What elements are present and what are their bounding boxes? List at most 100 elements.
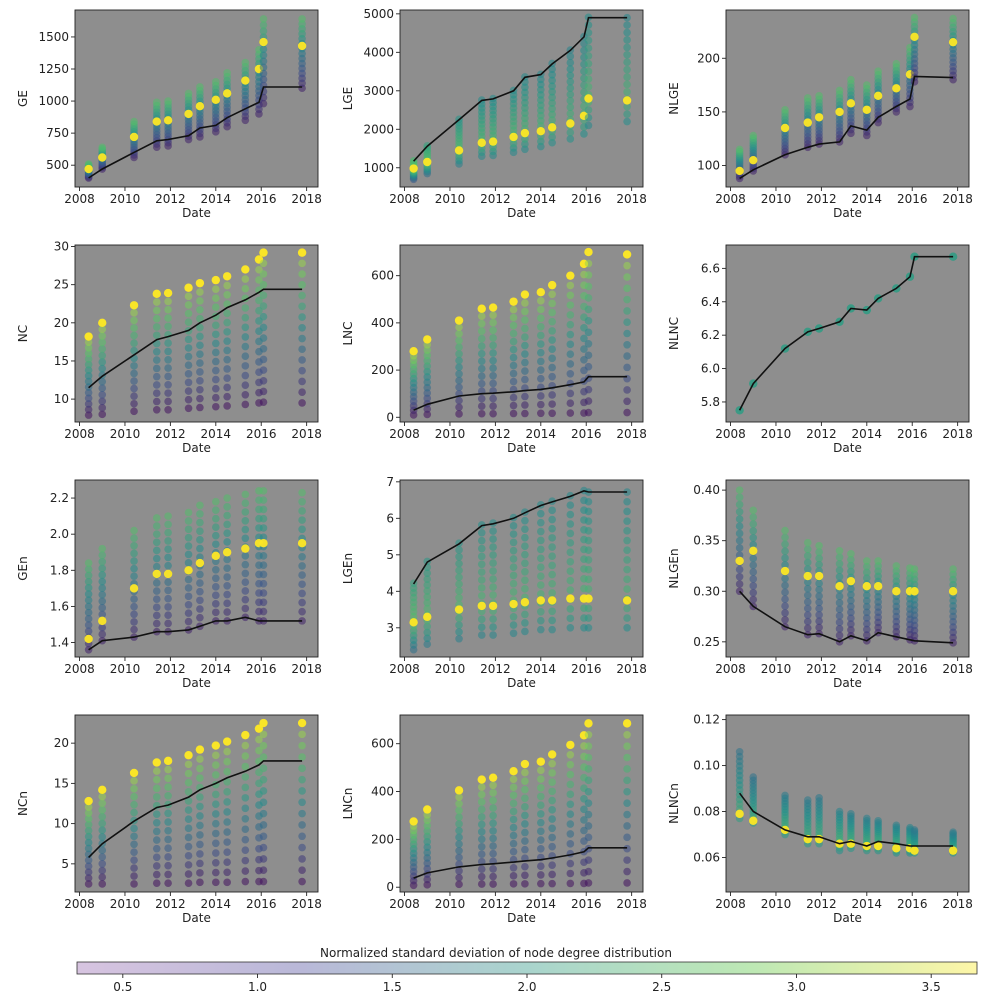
x-tick-label: 2008 bbox=[715, 427, 746, 441]
data-point bbox=[548, 65, 556, 73]
x-tick-label: 2010 bbox=[110, 662, 141, 676]
panel-ncn: 2008 2010 2012 2014 2016 2018 Date 5 10 15 20 NCn bbox=[16, 714, 322, 925]
x-tick-label: 2016 bbox=[246, 427, 277, 441]
colorbar-tick-label: 1.5 bbox=[383, 980, 402, 994]
data-point bbox=[749, 773, 758, 781]
data-point bbox=[164, 528, 172, 537]
data-point bbox=[241, 499, 250, 508]
plot-frame bbox=[725, 9, 970, 188]
data-point bbox=[874, 67, 882, 75]
data-point bbox=[548, 110, 556, 119]
y-tick-label: 2.0 bbox=[50, 527, 69, 541]
data-point bbox=[521, 350, 529, 358]
data-point bbox=[566, 557, 575, 566]
data-point bbox=[815, 793, 823, 802]
data-point bbox=[623, 284, 631, 293]
data-point bbox=[241, 275, 250, 283]
data-point-max bbox=[892, 844, 901, 853]
data-point bbox=[164, 594, 172, 603]
data-point bbox=[455, 410, 463, 418]
y-tick-label: 4000 bbox=[363, 45, 394, 59]
data-point bbox=[259, 741, 268, 750]
data-point-max bbox=[84, 164, 93, 174]
data-point bbox=[521, 576, 529, 585]
data-point bbox=[477, 409, 486, 418]
data-point bbox=[892, 59, 901, 68]
data-point bbox=[835, 807, 844, 816]
data-point bbox=[949, 639, 957, 647]
data-point bbox=[152, 381, 161, 389]
data-point bbox=[423, 367, 432, 376]
data-point-max bbox=[520, 128, 530, 138]
data-point bbox=[566, 97, 575, 105]
x-tick-label: 2014 bbox=[201, 897, 232, 911]
data-point bbox=[455, 546, 463, 554]
data-point bbox=[184, 533, 193, 542]
data-point bbox=[130, 824, 138, 833]
data-point bbox=[815, 554, 823, 563]
data-point bbox=[84, 377, 93, 386]
data-point bbox=[580, 334, 588, 343]
x-tick-label: 2014 bbox=[201, 662, 232, 676]
data-point-max bbox=[566, 594, 575, 603]
data-point bbox=[509, 815, 518, 824]
data-point bbox=[423, 848, 432, 857]
data-point-max bbox=[184, 751, 193, 760]
data-point bbox=[98, 345, 107, 353]
data-point bbox=[477, 880, 486, 888]
data-point bbox=[152, 611, 161, 620]
data-point bbox=[489, 349, 497, 357]
y-axis-label: GEn bbox=[16, 556, 30, 581]
data-point bbox=[847, 620, 855, 628]
data-point bbox=[212, 330, 220, 339]
data-point bbox=[84, 366, 93, 375]
data-point bbox=[298, 507, 306, 515]
x-tick-label: 2016 bbox=[897, 192, 928, 206]
data-point bbox=[863, 597, 871, 605]
data-point bbox=[223, 767, 231, 776]
data-point bbox=[423, 405, 432, 413]
x-tick-label: 2012 bbox=[155, 192, 186, 206]
data-point bbox=[735, 580, 744, 588]
data-point bbox=[803, 624, 812, 632]
x-axis-label: Date bbox=[833, 676, 862, 690]
data-point bbox=[164, 372, 172, 381]
data-point bbox=[584, 624, 593, 632]
data-point-max bbox=[195, 745, 205, 754]
data-point bbox=[423, 575, 432, 583]
x-tick-label: 2012 bbox=[155, 897, 186, 911]
data-point bbox=[196, 869, 204, 877]
data-point bbox=[537, 783, 545, 792]
data-point bbox=[566, 77, 575, 86]
data-point bbox=[509, 863, 518, 872]
data-point bbox=[477, 364, 486, 373]
data-point bbox=[835, 605, 844, 614]
data-point bbox=[241, 58, 250, 67]
data-point bbox=[212, 366, 220, 375]
data-point bbox=[423, 351, 432, 360]
data-point bbox=[184, 344, 193, 352]
data-point bbox=[196, 368, 204, 376]
data-point bbox=[566, 830, 575, 838]
y-axis-label: GE bbox=[16, 90, 30, 107]
y-tick-label: 200 bbox=[697, 51, 720, 65]
data-point bbox=[196, 341, 204, 350]
x-tick-label: 2018 bbox=[291, 897, 322, 911]
data-point bbox=[566, 529, 575, 538]
data-point bbox=[223, 878, 231, 887]
data-point bbox=[152, 775, 161, 784]
y-tick-label: 6.2 bbox=[701, 328, 720, 342]
data-point bbox=[521, 585, 529, 593]
data-point bbox=[130, 856, 138, 864]
data-point bbox=[152, 522, 161, 530]
data-point bbox=[548, 391, 556, 399]
data-point bbox=[196, 596, 204, 605]
data-point bbox=[223, 555, 231, 564]
x-tick-label: 2016 bbox=[571, 427, 602, 441]
y-tick-label: 5 bbox=[386, 548, 394, 562]
data-point-max bbox=[749, 816, 758, 825]
data-point bbox=[164, 305, 172, 314]
data-point bbox=[537, 400, 545, 409]
data-point bbox=[241, 804, 250, 813]
data-point-max bbox=[536, 288, 546, 297]
